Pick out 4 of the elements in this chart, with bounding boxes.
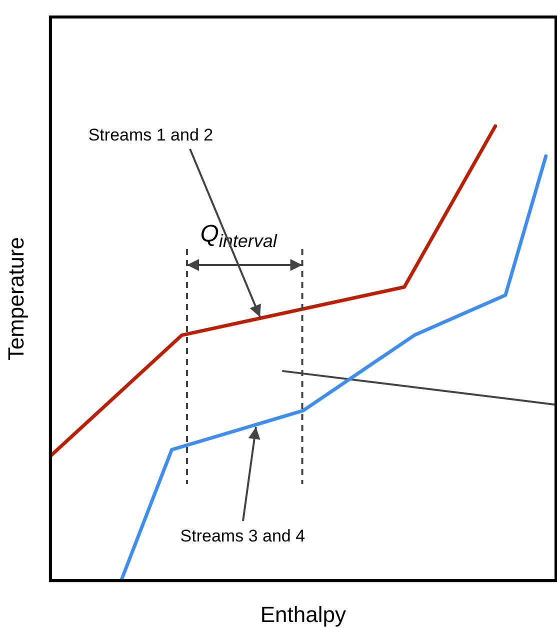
- y-axis-title: Temperature: [3, 237, 28, 361]
- x-axis-title: Enthalpy: [260, 602, 346, 627]
- annotation: Streams 3 and 4: [180, 526, 306, 546]
- annotation: Streams 1 and 2: [88, 126, 214, 145]
